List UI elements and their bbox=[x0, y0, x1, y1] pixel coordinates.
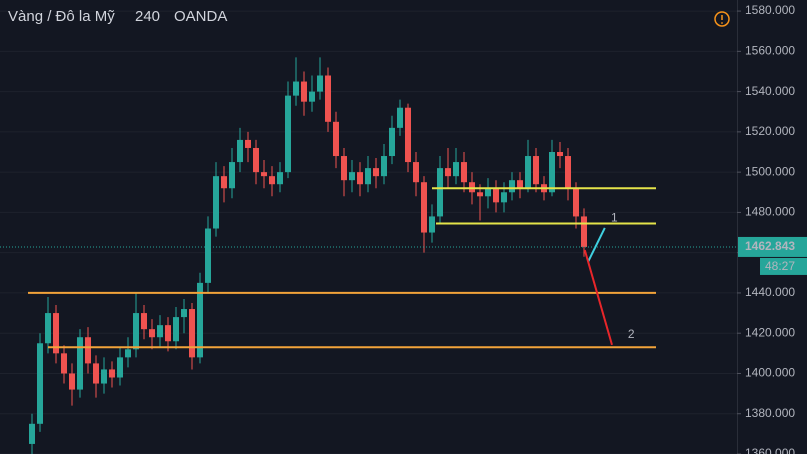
candle-body bbox=[213, 176, 219, 229]
candle-body bbox=[397, 107, 403, 128]
candle-body bbox=[29, 423, 35, 444]
candle-body bbox=[45, 313, 51, 344]
candle-body bbox=[533, 156, 539, 185]
candle-body bbox=[173, 317, 179, 342]
candle-body bbox=[461, 162, 467, 183]
candle-body bbox=[493, 188, 499, 203]
candle-body bbox=[101, 369, 107, 384]
candle-body bbox=[525, 156, 531, 189]
candle-body bbox=[229, 162, 235, 189]
candle-body bbox=[149, 329, 155, 338]
candle-body bbox=[549, 152, 555, 193]
candle-body bbox=[109, 369, 115, 378]
price-label-box bbox=[738, 236, 807, 257]
y-tick-label: 1440.000 bbox=[745, 285, 795, 299]
candle-body bbox=[365, 168, 371, 185]
plot: 12 bbox=[28, 57, 656, 454]
candle-body bbox=[85, 337, 91, 364]
candle-body bbox=[253, 147, 259, 173]
candle-body bbox=[181, 309, 187, 318]
candle-body bbox=[93, 363, 99, 384]
trend-line bbox=[583, 249, 613, 346]
countdown-box bbox=[760, 257, 807, 275]
candle-body bbox=[373, 168, 379, 177]
candle-body bbox=[485, 188, 491, 197]
candle-body bbox=[269, 176, 275, 185]
candle-body bbox=[469, 182, 475, 193]
candle-body bbox=[237, 139, 243, 163]
alert-icon[interactable] bbox=[714, 11, 730, 27]
y-tick-label: 1480.000 bbox=[745, 205, 795, 219]
y-tick-label: 1400.000 bbox=[745, 366, 795, 380]
y-tick-label: 1360.000 bbox=[745, 446, 795, 454]
candle-body bbox=[141, 313, 147, 330]
price-label: 1462.843 bbox=[745, 239, 795, 253]
candle-body bbox=[285, 95, 291, 173]
candle-body bbox=[117, 357, 123, 378]
candle-body bbox=[309, 91, 315, 102]
candle-body bbox=[245, 139, 251, 148]
candle-body bbox=[221, 176, 227, 189]
candle-body bbox=[429, 216, 435, 233]
y-tick-label: 1420.000 bbox=[745, 325, 795, 339]
candle-body bbox=[389, 127, 395, 157]
candle-body bbox=[557, 152, 563, 157]
candle-body bbox=[37, 343, 43, 424]
candle-body bbox=[581, 216, 587, 247]
candle-body bbox=[197, 282, 203, 358]
candle-body bbox=[301, 81, 307, 102]
countdown: 48:27 bbox=[765, 259, 795, 273]
y-tick-label: 1520.000 bbox=[745, 124, 795, 138]
candle-body bbox=[293, 81, 299, 96]
candle-body bbox=[565, 156, 571, 189]
annotation: 1 bbox=[611, 211, 618, 225]
candle-body bbox=[405, 107, 411, 163]
annotation: 2 bbox=[628, 327, 635, 341]
candle-body bbox=[53, 313, 59, 354]
y-tick-label: 1380.000 bbox=[745, 406, 795, 420]
candle-body bbox=[445, 168, 451, 177]
y-tick-label: 1580.000 bbox=[745, 3, 795, 17]
y-tick-label: 1540.000 bbox=[745, 84, 795, 98]
candle-body bbox=[517, 180, 523, 189]
candle-body bbox=[477, 192, 483, 197]
candle-body bbox=[125, 349, 131, 358]
source: OANDA bbox=[174, 8, 227, 25]
candle-body bbox=[69, 373, 75, 390]
y-tick-label: 1560.000 bbox=[745, 44, 795, 58]
candle-body bbox=[165, 325, 171, 342]
candle-body bbox=[349, 172, 355, 181]
candle-body bbox=[157, 325, 163, 338]
candle-body bbox=[189, 309, 195, 358]
candle-body bbox=[325, 75, 331, 122]
candle-body bbox=[357, 172, 363, 185]
candle-body bbox=[509, 180, 515, 193]
candle-body bbox=[133, 313, 139, 350]
y-tick-label: 1500.000 bbox=[745, 164, 795, 178]
symbol-title: Vàng / Đô la Mỹ bbox=[8, 8, 115, 25]
candle-body bbox=[333, 121, 339, 157]
candle-body bbox=[277, 172, 283, 185]
candle-body bbox=[205, 228, 211, 283]
trend-line bbox=[587, 227, 606, 263]
candle-body bbox=[317, 75, 323, 92]
candle-body bbox=[77, 337, 83, 390]
candle-body bbox=[573, 188, 579, 217]
candle-body bbox=[261, 172, 267, 177]
candle-body bbox=[381, 156, 387, 177]
candle-body bbox=[437, 168, 443, 217]
candle-body bbox=[413, 162, 419, 183]
interval: 240 bbox=[135, 8, 160, 25]
candle-body bbox=[501, 192, 507, 203]
candle-body bbox=[341, 156, 347, 181]
candle-body bbox=[453, 162, 459, 177]
candle-body bbox=[421, 182, 427, 233]
candle-body bbox=[61, 353, 67, 374]
